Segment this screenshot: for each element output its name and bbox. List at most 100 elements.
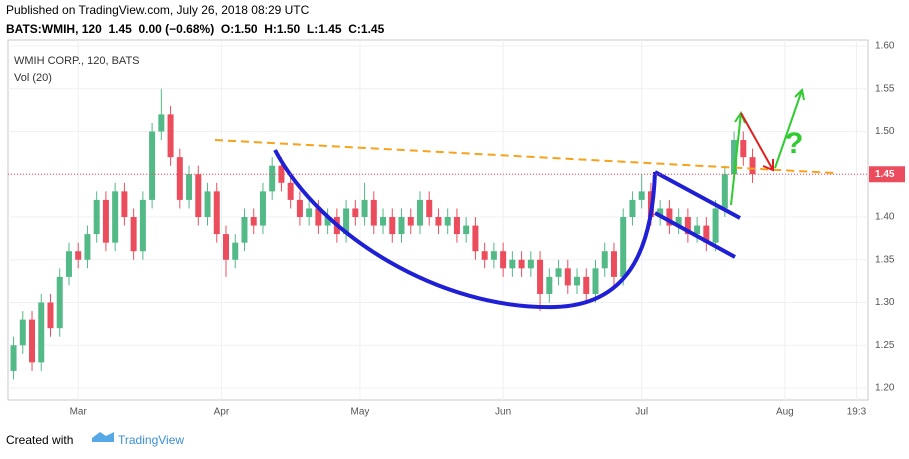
published-line: Published on TradingView.com, July 26, 2…	[6, 3, 310, 17]
candle-body	[186, 174, 193, 200]
candle-body	[121, 191, 128, 218]
flag-lower	[654, 211, 736, 259]
candle-body	[343, 208, 350, 235]
candle-body	[601, 251, 608, 269]
arrow-up-2	[774, 87, 805, 169]
x-tick-label: Apr	[214, 407, 230, 418]
volume-label: Vol (20)	[14, 72, 52, 84]
axes: 1.20 1.25 1.30 1.35 1.40 1.45 1.50 1.55 1.60 Mar A…	[8, 41, 905, 418]
candle-body	[527, 259, 534, 269]
candle-body	[176, 157, 183, 200]
candle-body	[93, 199, 100, 235]
cup-curve	[273, 149, 657, 310]
candle-body	[684, 217, 691, 235]
y-tick-label: 1.25	[875, 340, 895, 351]
candle-body	[361, 199, 368, 218]
candle-body	[398, 217, 405, 235]
tradingview-logo	[92, 432, 114, 442]
candle-body	[610, 251, 617, 277]
candle-body	[250, 217, 257, 226]
candle-body	[546, 276, 553, 294]
candles	[10, 88, 756, 380]
candle-body	[380, 217, 387, 226]
created-with: Created with	[6, 433, 73, 447]
candle-body	[490, 251, 497, 260]
candle-body	[287, 182, 294, 200]
candle-body	[740, 140, 747, 158]
candle-body	[675, 217, 682, 226]
y-tick-label: 1.20	[875, 383, 895, 394]
candle-body	[703, 225, 710, 243]
candle-body	[389, 217, 396, 235]
x-tick-label: 19:3	[847, 407, 867, 418]
candle-body	[139, 199, 146, 252]
candle-body	[620, 217, 627, 277]
x-tick-label: Mar	[70, 407, 88, 418]
annotation: ?	[785, 127, 803, 160]
candle-body	[195, 174, 202, 218]
candle-body	[481, 251, 488, 260]
last-price-box	[869, 166, 905, 183]
candle-body	[472, 225, 479, 252]
candle-body	[112, 191, 119, 243]
candle-body	[213, 191, 220, 235]
x-tick-label: Aug	[776, 407, 794, 418]
candle-body	[241, 217, 248, 243]
x-tick-label: Jun	[495, 407, 511, 418]
candle-body	[29, 319, 36, 363]
candle-body	[583, 276, 590, 294]
candle-body	[19, 319, 26, 346]
y-tick-label: 1.55	[875, 83, 895, 94]
candle-body	[426, 199, 433, 218]
candle-body	[435, 217, 442, 226]
candle-body	[638, 191, 645, 200]
candle-body	[65, 251, 72, 277]
brand[interactable]: TradingView	[118, 433, 184, 447]
candle-body	[158, 114, 165, 132]
candle-body	[666, 208, 673, 226]
candle-body	[259, 191, 266, 226]
candle-body	[518, 259, 525, 269]
candle-body	[453, 217, 460, 235]
candle-body	[564, 268, 571, 286]
candle-body	[10, 345, 17, 371]
candle-body	[555, 268, 562, 277]
candle-body	[130, 217, 137, 252]
candle-body	[232, 242, 239, 260]
candle-body	[694, 225, 701, 235]
candle-body	[352, 208, 359, 218]
candle-body	[75, 251, 82, 260]
candle-body	[416, 199, 423, 226]
candle-body	[296, 199, 303, 218]
y-tick-label: 1.35	[875, 254, 895, 265]
candle-body	[204, 191, 211, 218]
candle-body	[574, 276, 581, 286]
candle-body	[167, 114, 174, 158]
candle-body	[592, 268, 599, 294]
chart-title: WMIH CORP., 120, BATS	[14, 55, 140, 67]
candle-body	[370, 199, 377, 226]
candle-body	[315, 208, 322, 226]
arrow-down	[740, 112, 774, 172]
y-tick-label: 1.60	[875, 41, 895, 52]
candle-body	[463, 225, 470, 235]
candle-body	[712, 208, 719, 243]
flag-upper	[654, 170, 741, 220]
x-tick-label: Jul	[635, 407, 648, 418]
candle-body	[324, 217, 331, 226]
candle-body	[721, 174, 728, 209]
candle-body	[84, 234, 91, 260]
candle-body	[629, 199, 636, 218]
candle-body	[56, 276, 63, 329]
candle-body	[149, 131, 156, 200]
candle-body	[223, 234, 230, 260]
candle-body	[537, 259, 544, 294]
candle-body	[657, 208, 664, 218]
candle-body	[102, 199, 109, 243]
y-tick-label: 1.40	[875, 212, 895, 223]
y-tick-label: 1.50	[875, 126, 895, 137]
candle-body	[444, 217, 451, 226]
x-tick-label: May	[350, 407, 369, 418]
drawings	[214, 87, 836, 310]
